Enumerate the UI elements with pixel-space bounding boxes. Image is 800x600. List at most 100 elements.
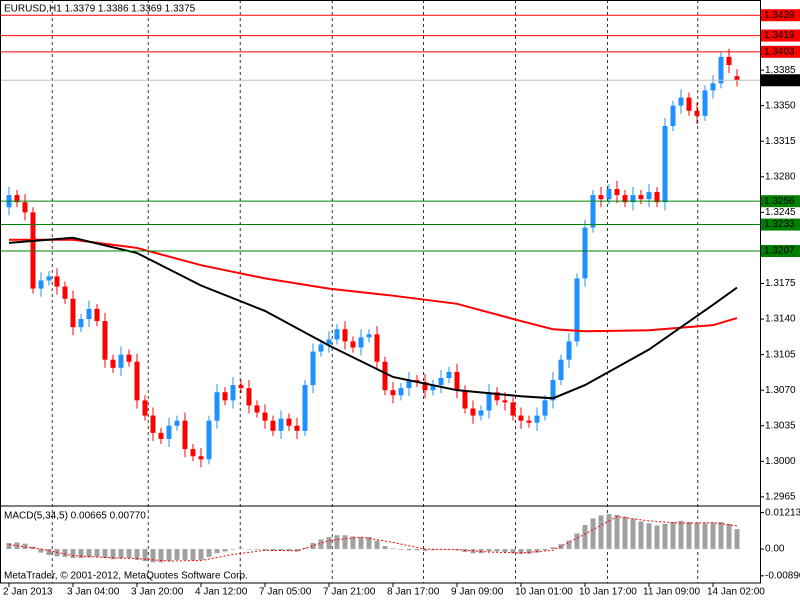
y-tick-label: 1.3175 (765, 278, 796, 289)
candle-body (502, 400, 508, 403)
candle-body (214, 392, 220, 421)
candle-body (366, 334, 372, 338)
candle-body (606, 188, 612, 200)
histogram-bar (654, 525, 660, 550)
histogram-bar (550, 547, 556, 550)
histogram-bar (86, 549, 92, 558)
histogram-bar (598, 515, 604, 550)
histogram-bar (526, 549, 532, 554)
candle-body (230, 385, 236, 401)
histogram-bar (6, 543, 12, 550)
level-label: 1.3403 (764, 46, 795, 57)
candle-body (454, 371, 460, 391)
histogram-bar (214, 549, 220, 554)
candle-body (310, 351, 316, 386)
candle-body (734, 76, 740, 81)
candle-body (462, 390, 468, 409)
level-label-box (761, 195, 800, 208)
candle-body (590, 195, 596, 228)
histogram-bar (206, 549, 212, 557)
candle-body (358, 337, 364, 348)
histogram-bar (166, 549, 172, 562)
candle-body (30, 212, 36, 289)
histogram-bar (622, 516, 628, 550)
candle-body (278, 418, 284, 431)
y-tick-label: 0.01213 (765, 507, 800, 518)
candle-body (110, 359, 116, 368)
histogram-bar (606, 514, 612, 550)
candle-body (638, 195, 644, 200)
candle-body (718, 56, 724, 84)
candle-body (550, 380, 556, 401)
histogram-bar (694, 523, 700, 550)
histogram-bar (110, 549, 116, 560)
histogram-bar (46, 549, 52, 556)
histogram-bar (94, 549, 100, 557)
histogram-bar (38, 549, 44, 553)
histogram-bar (246, 549, 252, 550)
candle-body (510, 402, 516, 416)
histogram-bar (710, 522, 716, 550)
candle-body (694, 110, 700, 116)
candle-body (582, 227, 588, 279)
candle-body (134, 361, 140, 401)
y-tick-label: 1.3035 (765, 420, 796, 431)
histogram-bar (374, 540, 380, 550)
histogram-bar (182, 549, 188, 560)
histogram-bar (734, 529, 740, 550)
level-label-box (761, 9, 800, 22)
candle-body (238, 385, 244, 389)
y-tick-label: 1.3350 (765, 100, 796, 111)
histogram-bar (350, 536, 356, 550)
histogram-bar (670, 522, 676, 550)
histogram-bar (486, 549, 492, 552)
candle-body (350, 341, 356, 348)
x-tick-label: 2 Jan 2013 (3, 587, 53, 598)
histogram-bar (422, 549, 428, 551)
candle-body (430, 385, 436, 391)
signal-line (8, 516, 738, 562)
candle-body (574, 278, 580, 342)
candle-body (174, 420, 180, 426)
candle-body (150, 415, 156, 433)
histogram-bar (238, 548, 244, 550)
candle-body (294, 425, 300, 431)
y-tick-label: 1.3070 (765, 385, 796, 396)
candle-body (382, 361, 388, 391)
candle-body (198, 456, 204, 460)
histogram-bar (126, 549, 132, 559)
current-price-box (761, 74, 800, 87)
candle-body (166, 425, 172, 439)
candle-body (14, 195, 20, 203)
histogram-bar (62, 549, 68, 557)
histogram-bar (318, 539, 324, 550)
candle-body (158, 432, 164, 439)
candle-body (478, 410, 484, 416)
candle-body (270, 420, 276, 431)
histogram-bar (294, 549, 300, 552)
level-label: 1.3439 (764, 10, 795, 21)
histogram-bar (542, 549, 548, 551)
level-label-box (761, 29, 800, 42)
candle-body (190, 449, 196, 457)
moving-average (8, 236, 738, 400)
histogram-bar (702, 523, 708, 550)
histogram-bar (70, 549, 76, 559)
candle-body (662, 125, 668, 203)
candle-body (566, 341, 572, 360)
y-tick-label: -0.00890 (765, 570, 800, 581)
histogram-bar (582, 525, 588, 550)
x-tick-label: 10 Jan 17:00 (579, 587, 637, 598)
candle-body (222, 392, 228, 401)
candle-body (326, 339, 332, 345)
x-tick-label: 4 Jan 12:00 (195, 587, 248, 598)
x-tick-label: 11 Jan 09:00 (643, 587, 701, 598)
histogram-bar (686, 522, 692, 550)
histogram-bar (614, 514, 620, 550)
candle-body (622, 195, 628, 203)
histogram-bar (574, 533, 580, 550)
histogram-bar (390, 548, 396, 550)
candle-body (422, 382, 428, 391)
histogram-bar (118, 549, 124, 559)
